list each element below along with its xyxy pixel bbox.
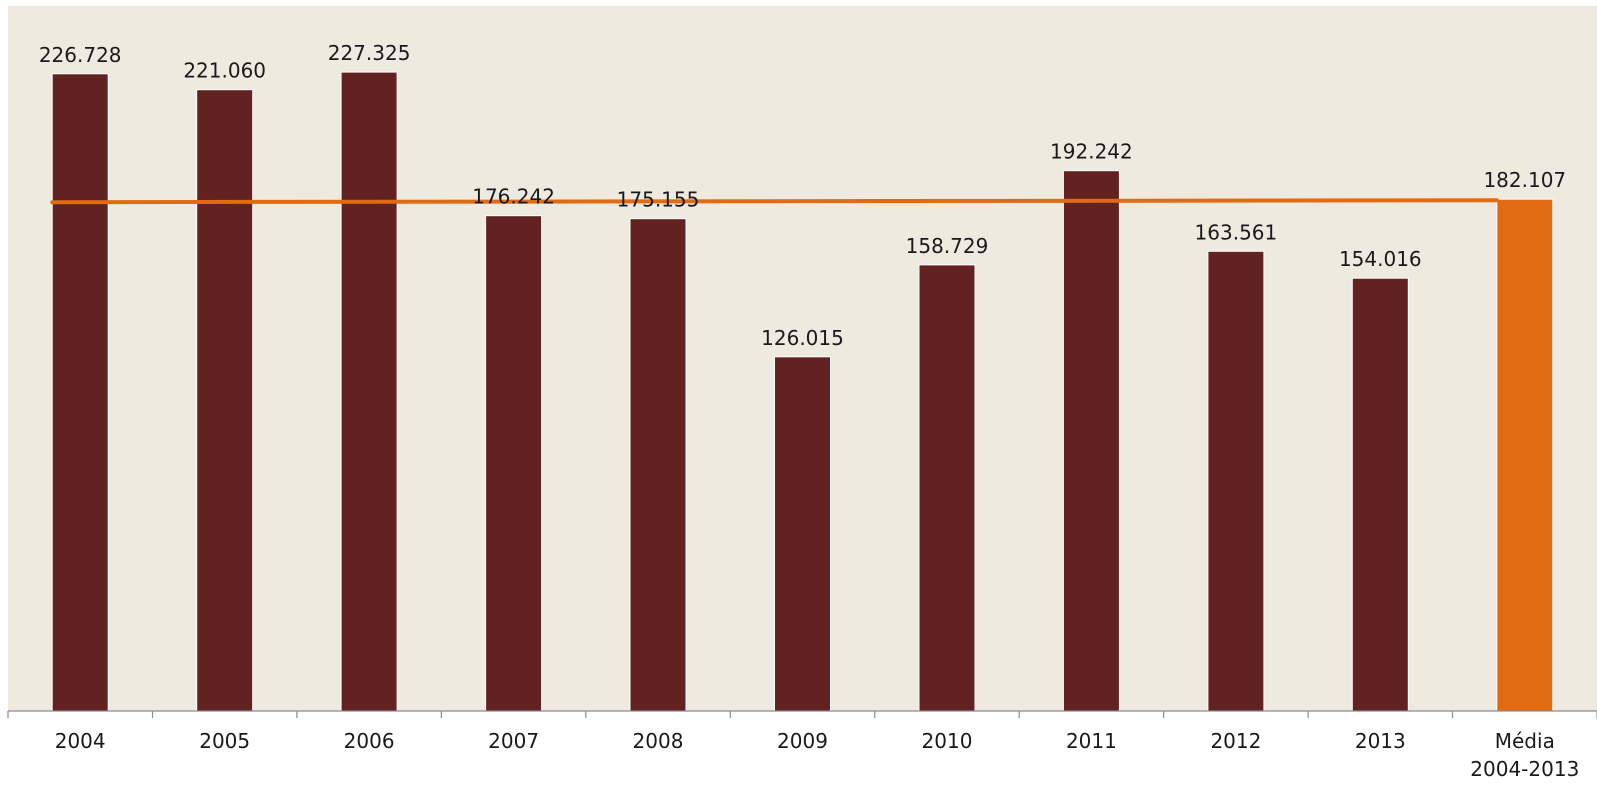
value-label: 176.242 (472, 185, 555, 209)
bar-2010 (918, 264, 976, 712)
bar-2004 (51, 73, 109, 712)
bar-2009 (774, 356, 831, 712)
value-label: 175.155 (617, 188, 700, 212)
value-label: 221.060 (183, 59, 266, 83)
bar-2011 (1062, 170, 1120, 712)
bar-2008 (629, 218, 687, 712)
average-line (50, 198, 1499, 205)
average-bar (1496, 198, 1554, 712)
category-label: 2008 (633, 729, 684, 753)
category-label: 2004 (55, 729, 106, 753)
value-label: 163.561 (1195, 220, 1278, 244)
category-label: 2009 (777, 729, 828, 753)
category-label: 2010 (922, 729, 973, 753)
value-label: 158.729 (906, 234, 989, 258)
value-label: 126.015 (761, 326, 844, 350)
bar-2012 (1207, 250, 1265, 712)
bar-2013 (1351, 277, 1409, 712)
bar-2006 (340, 71, 398, 712)
value-label: 227.325 (328, 41, 411, 65)
value-label: 192.242 (1050, 140, 1133, 164)
category-label: 2011 (1066, 729, 1117, 753)
value-label: 154.016 (1339, 247, 1422, 271)
value-label: 226.728 (39, 43, 122, 67)
category-label: 2013 (1355, 729, 1406, 753)
category-label: 2006 (344, 729, 395, 753)
category-label: 2012 (1210, 729, 1261, 753)
value-label: 182.107 (1483, 168, 1566, 192)
category-label: 2007 (488, 729, 539, 753)
bar-2005 (196, 89, 254, 712)
bar-2007 (485, 215, 543, 712)
category-label: Média 2004-2013 (1470, 729, 1579, 781)
category-label: 2005 (199, 729, 250, 753)
